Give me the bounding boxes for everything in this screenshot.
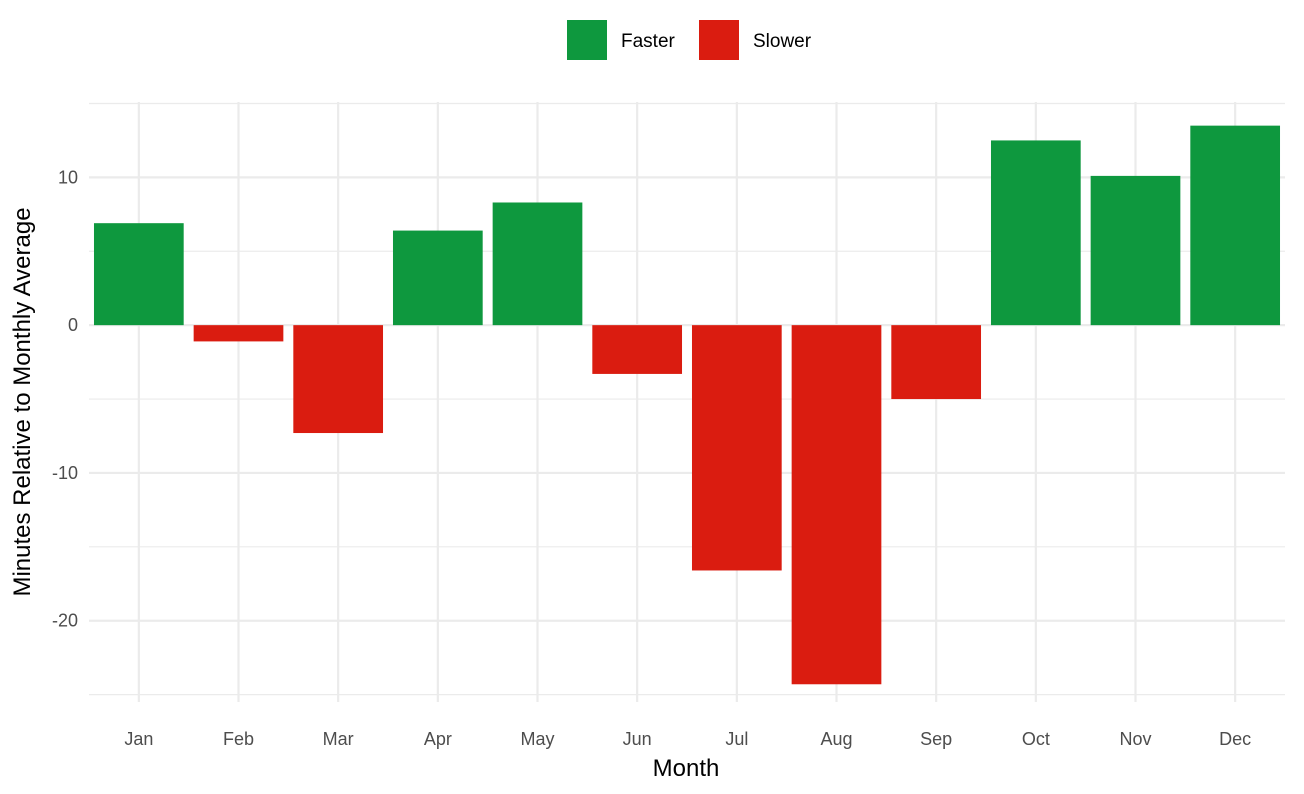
grid-lines	[89, 102, 1285, 702]
x-tick-label-may: May	[520, 729, 554, 749]
x-tick-label-jun: Jun	[623, 729, 652, 749]
x-tick-label-sep: Sep	[920, 729, 952, 749]
legend-key-faster	[567, 20, 607, 60]
bar-oct	[990, 140, 1081, 326]
y-tick-label: -10	[52, 463, 78, 483]
bar-jan	[93, 223, 184, 326]
x-tick-label-aug: Aug	[820, 729, 852, 749]
y-axis-title: Minutes Relative to Monthly Average	[9, 207, 36, 596]
legend-label-faster: Faster	[621, 31, 676, 52]
x-tick-label-jan: Jan	[124, 729, 153, 749]
bar-dec	[1190, 125, 1281, 326]
x-axis-ticks: Jan Feb Mar Apr May Jun Jul Aug Sep Oct Nov Dec	[124, 729, 1251, 749]
x-tick-label-dec: Dec	[1219, 729, 1251, 749]
x-tick-label-oct: Oct	[1022, 729, 1050, 749]
x-axis-title: Month	[653, 755, 720, 782]
x-tick-label-mar: Mar	[323, 729, 354, 749]
x-tick-label-apr: Apr	[424, 729, 452, 749]
x-tick-label-nov: Nov	[1119, 729, 1151, 749]
x-tick-label-feb: Feb	[223, 729, 254, 749]
bar-feb	[193, 325, 284, 342]
legend-key-slower	[699, 20, 739, 60]
y-tick-label: -20	[52, 611, 78, 631]
bar-sep	[891, 325, 982, 400]
y-axis-ticks: -20 -10 0 10	[52, 167, 78, 630]
x-tick-label-jul: Jul	[725, 729, 748, 749]
y-tick-label: 10	[58, 167, 78, 187]
bar-mar	[293, 325, 384, 434]
bar-jun	[592, 325, 683, 374]
bar-may	[492, 202, 583, 326]
bar-jul	[691, 325, 782, 571]
bar-apr	[392, 230, 483, 326]
bar-aug	[791, 325, 882, 685]
bars	[93, 125, 1281, 685]
legend: Faster Slower	[567, 20, 812, 60]
y-tick-label: 0	[68, 315, 78, 335]
bar-nov	[1090, 175, 1181, 326]
legend-label-slower: Slower	[753, 31, 812, 52]
